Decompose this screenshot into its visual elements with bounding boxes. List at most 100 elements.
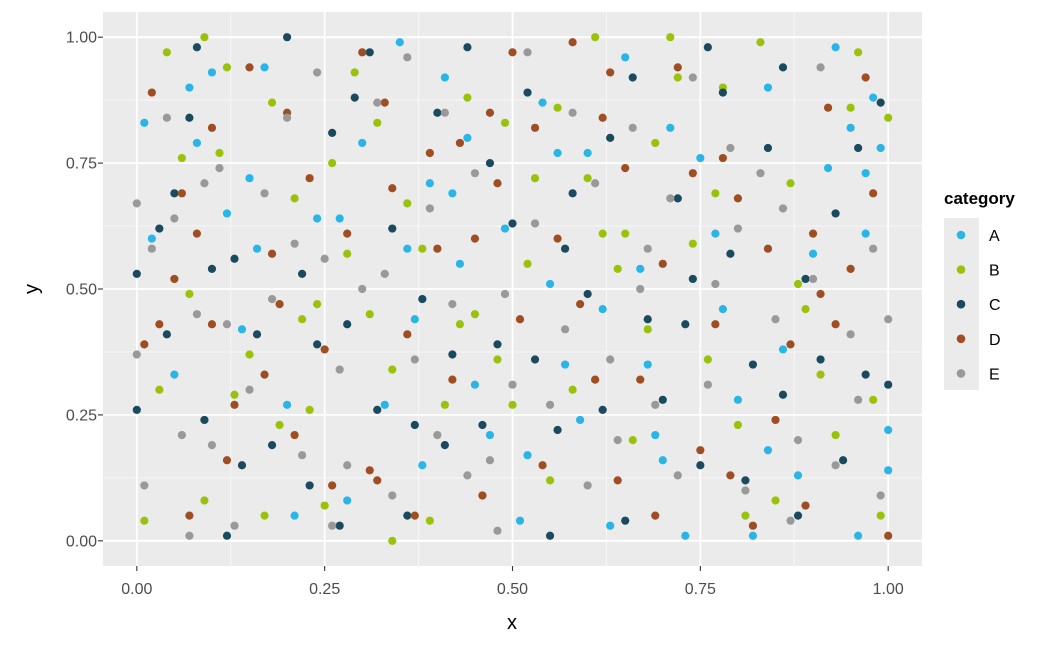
data-point bbox=[493, 526, 502, 535]
data-point bbox=[876, 491, 885, 500]
data-point bbox=[530, 219, 540, 228]
data-point bbox=[328, 158, 337, 168]
data-point bbox=[485, 430, 495, 440]
data-point bbox=[500, 118, 510, 127]
legend-key-C bbox=[956, 299, 966, 309]
data-point bbox=[328, 481, 337, 490]
data-point bbox=[666, 194, 675, 203]
data-point bbox=[162, 48, 171, 57]
data-point bbox=[530, 123, 540, 132]
data-point bbox=[823, 164, 833, 173]
data-point bbox=[673, 194, 682, 203]
data-point bbox=[763, 143, 773, 153]
data-point bbox=[192, 138, 202, 148]
data-point bbox=[470, 310, 480, 319]
data-point bbox=[192, 229, 202, 238]
data-point bbox=[222, 209, 232, 218]
data-point bbox=[192, 310, 202, 319]
data-point bbox=[621, 229, 630, 238]
data-point bbox=[343, 461, 352, 470]
data-point bbox=[553, 425, 562, 435]
data-point bbox=[463, 93, 472, 102]
data-point bbox=[568, 108, 577, 117]
data-point bbox=[793, 279, 803, 289]
data-point bbox=[373, 118, 382, 127]
data-point bbox=[252, 244, 262, 253]
data-point bbox=[162, 113, 171, 122]
data-point bbox=[681, 531, 690, 540]
data-point bbox=[155, 224, 164, 233]
data-point bbox=[275, 420, 284, 430]
data-point bbox=[207, 264, 217, 273]
data-point bbox=[335, 214, 344, 223]
data-point bbox=[267, 441, 277, 450]
data-point bbox=[613, 435, 622, 445]
y-tick-label: 0.50 bbox=[66, 282, 97, 299]
data-point bbox=[418, 461, 427, 470]
legend-label: B bbox=[989, 263, 1000, 280]
data-point bbox=[666, 123, 675, 132]
data-point bbox=[643, 360, 652, 369]
y-axis: 0.00 0.25 0.50 0.75 1.00 bbox=[66, 30, 103, 550]
data-point bbox=[846, 264, 855, 273]
data-point bbox=[170, 274, 179, 284]
data-point bbox=[711, 320, 720, 329]
data-point bbox=[260, 189, 269, 198]
data-point bbox=[425, 204, 434, 213]
data-point bbox=[861, 370, 870, 379]
data-point bbox=[230, 390, 239, 399]
data-point bbox=[373, 405, 382, 414]
data-point bbox=[658, 395, 667, 404]
data-point bbox=[365, 466, 374, 475]
data-point bbox=[756, 169, 765, 178]
data-point bbox=[808, 229, 818, 238]
data-point bbox=[230, 400, 239, 409]
data-point bbox=[162, 330, 171, 339]
y-tick-label: 0.00 bbox=[66, 533, 97, 550]
data-point bbox=[410, 511, 419, 520]
data-point bbox=[591, 33, 600, 42]
data-point bbox=[328, 521, 337, 530]
data-point bbox=[425, 179, 434, 188]
data-point bbox=[410, 315, 419, 324]
data-point bbox=[380, 269, 389, 278]
data-point bbox=[350, 93, 359, 102]
series-E bbox=[132, 48, 893, 540]
data-point bbox=[613, 476, 622, 485]
data-point bbox=[147, 88, 156, 97]
data-point bbox=[628, 123, 637, 132]
data-point bbox=[343, 320, 352, 329]
data-point bbox=[846, 123, 855, 132]
data-point bbox=[523, 88, 532, 97]
data-point bbox=[425, 516, 434, 525]
data-point bbox=[636, 284, 645, 294]
data-point bbox=[726, 143, 735, 153]
data-point bbox=[786, 179, 795, 188]
data-point bbox=[320, 345, 329, 354]
data-point bbox=[485, 456, 495, 465]
data-point bbox=[448, 189, 457, 198]
data-point bbox=[185, 83, 194, 92]
data-point bbox=[711, 279, 720, 289]
data-point bbox=[245, 385, 254, 394]
x-axis-title: x bbox=[507, 612, 517, 634]
data-point bbox=[688, 239, 697, 248]
data-point bbox=[523, 48, 532, 57]
data-point bbox=[545, 476, 555, 485]
legend-key-A bbox=[956, 230, 966, 240]
data-point bbox=[606, 521, 615, 530]
data-point bbox=[560, 244, 570, 253]
data-point bbox=[252, 330, 262, 339]
y-axis-title: y bbox=[21, 284, 43, 294]
data-point bbox=[313, 300, 322, 309]
data-point bbox=[470, 380, 480, 389]
data-point bbox=[711, 229, 720, 238]
data-point bbox=[741, 486, 750, 495]
data-point bbox=[463, 133, 472, 143]
data-point bbox=[448, 350, 457, 359]
x-axis: 0.00 0.25 0.50 0.75 1.00 bbox=[121, 566, 904, 598]
data-point bbox=[132, 199, 141, 208]
data-point bbox=[831, 320, 840, 329]
data-point bbox=[831, 461, 840, 470]
data-point bbox=[673, 471, 682, 480]
